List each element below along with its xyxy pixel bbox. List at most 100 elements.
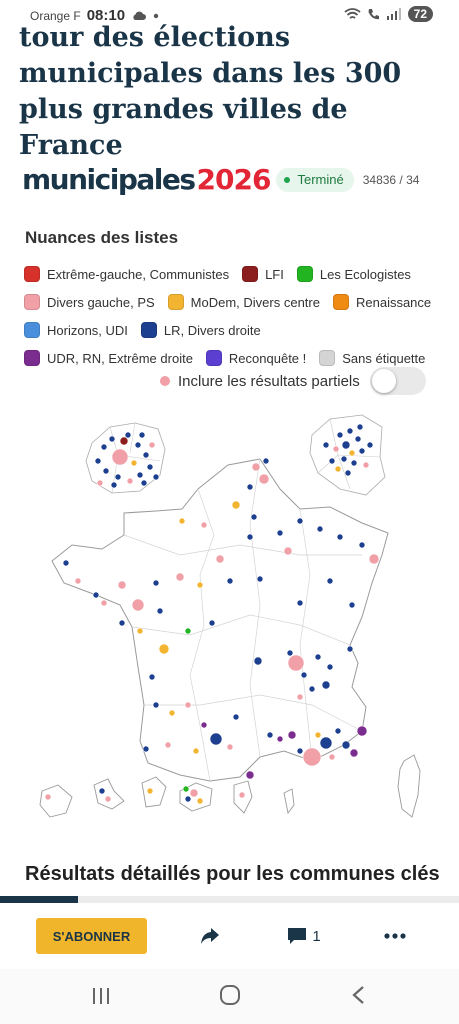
legend-item[interactable]: Les Ecologistes (296, 266, 411, 282)
city-marker[interactable] (266, 731, 274, 739)
city-marker[interactable] (158, 643, 170, 655)
results-map[interactable] (0, 405, 459, 835)
city-marker[interactable] (251, 462, 261, 472)
city-marker[interactable] (94, 457, 102, 465)
city-marker[interactable] (136, 471, 144, 479)
city-marker[interactable] (314, 653, 322, 661)
city-marker[interactable] (348, 601, 356, 609)
city-marker[interactable] (196, 797, 204, 805)
city-marker[interactable] (92, 591, 100, 599)
legend-item[interactable]: LR, Divers droite (140, 322, 261, 338)
city-marker[interactable] (196, 581, 204, 589)
city-marker[interactable] (262, 457, 270, 465)
city-marker[interactable] (175, 572, 185, 582)
city-marker[interactable] (140, 479, 148, 487)
city-marker[interactable] (142, 745, 150, 753)
city-marker[interactable] (152, 473, 160, 481)
city-marker[interactable] (296, 747, 304, 755)
city-marker[interactable] (44, 793, 52, 801)
partial-results-toggle[interactable] (369, 367, 426, 395)
city-marker[interactable] (200, 721, 208, 729)
legend-item[interactable]: LFI (242, 266, 284, 282)
city-marker[interactable] (287, 730, 297, 740)
legend-item[interactable]: Sans étiquette (319, 350, 425, 366)
city-marker[interactable] (362, 461, 370, 469)
city-marker[interactable] (98, 787, 106, 795)
city-marker[interactable] (300, 671, 308, 679)
city-marker[interactable] (136, 627, 144, 635)
city-marker[interactable] (296, 599, 304, 607)
city-marker[interactable] (100, 599, 108, 607)
city-marker[interactable] (130, 459, 138, 467)
city-marker[interactable] (334, 727, 342, 735)
city-marker[interactable] (192, 747, 200, 755)
city-marker[interactable] (296, 693, 304, 701)
share-button[interactable] (196, 921, 224, 951)
city-marker[interactable] (152, 701, 160, 709)
city-marker[interactable] (322, 441, 330, 449)
city-marker[interactable] (256, 575, 264, 583)
city-marker[interactable] (152, 579, 160, 587)
city-marker[interactable] (231, 500, 241, 510)
city-marker[interactable] (358, 447, 366, 455)
city-marker[interactable] (184, 627, 192, 635)
city-marker[interactable] (126, 477, 134, 485)
city-marker[interactable] (62, 559, 70, 567)
city-marker[interactable] (358, 541, 366, 549)
city-marker[interactable] (164, 741, 172, 749)
city-marker[interactable] (340, 455, 348, 463)
city-marker[interactable] (349, 748, 359, 758)
city-marker[interactable] (238, 791, 246, 799)
city-marker[interactable] (148, 673, 156, 681)
city-marker[interactable] (346, 427, 354, 435)
city-marker[interactable] (283, 546, 293, 556)
city-marker[interactable] (111, 448, 129, 466)
city-marker[interactable] (250, 513, 258, 521)
home-icon[interactable] (219, 984, 241, 1006)
city-marker[interactable] (344, 469, 352, 477)
city-marker[interactable] (232, 713, 240, 721)
city-marker[interactable] (148, 441, 156, 449)
city-marker[interactable] (226, 743, 234, 751)
city-marker[interactable] (114, 473, 122, 481)
city-marker[interactable] (334, 465, 342, 473)
city-marker[interactable] (156, 607, 164, 615)
city-marker[interactable] (366, 441, 374, 449)
city-marker[interactable] (253, 656, 263, 666)
city-marker[interactable] (189, 788, 199, 798)
city-marker[interactable] (346, 645, 354, 653)
city-marker[interactable] (131, 598, 145, 612)
city-marker[interactable] (246, 483, 254, 491)
city-marker[interactable] (96, 479, 104, 487)
more-button[interactable] (382, 921, 408, 951)
city-marker[interactable] (258, 473, 270, 485)
city-marker[interactable] (100, 443, 108, 451)
recent-apps-icon[interactable] (91, 986, 111, 1006)
city-marker[interactable] (168, 709, 176, 717)
legend-item[interactable]: Extrême-gauche, Communistes (24, 266, 229, 282)
city-marker[interactable] (146, 463, 154, 471)
city-marker[interactable] (341, 440, 351, 450)
city-marker[interactable] (336, 431, 344, 439)
city-marker[interactable] (178, 517, 186, 525)
city-marker[interactable] (302, 747, 322, 767)
city-marker[interactable] (108, 435, 116, 443)
city-marker[interactable] (276, 529, 284, 537)
back-icon[interactable] (350, 985, 366, 1005)
subscribe-button[interactable]: S'ABONNER (36, 918, 147, 954)
city-marker[interactable] (356, 725, 368, 737)
legend-item[interactable]: Divers gauche, PS (24, 294, 155, 310)
city-marker[interactable] (356, 423, 364, 431)
city-marker[interactable] (326, 663, 334, 671)
city-marker[interactable] (316, 525, 324, 533)
city-marker[interactable] (104, 795, 112, 803)
city-marker[interactable] (209, 732, 223, 746)
city-marker[interactable] (321, 680, 331, 690)
city-marker[interactable] (296, 517, 304, 525)
city-marker[interactable] (328, 753, 336, 761)
legend-item[interactable]: Renaissance (332, 294, 431, 310)
city-marker[interactable] (74, 577, 82, 585)
city-marker[interactable] (341, 740, 351, 750)
city-marker[interactable] (146, 787, 154, 795)
city-marker[interactable] (124, 431, 132, 439)
